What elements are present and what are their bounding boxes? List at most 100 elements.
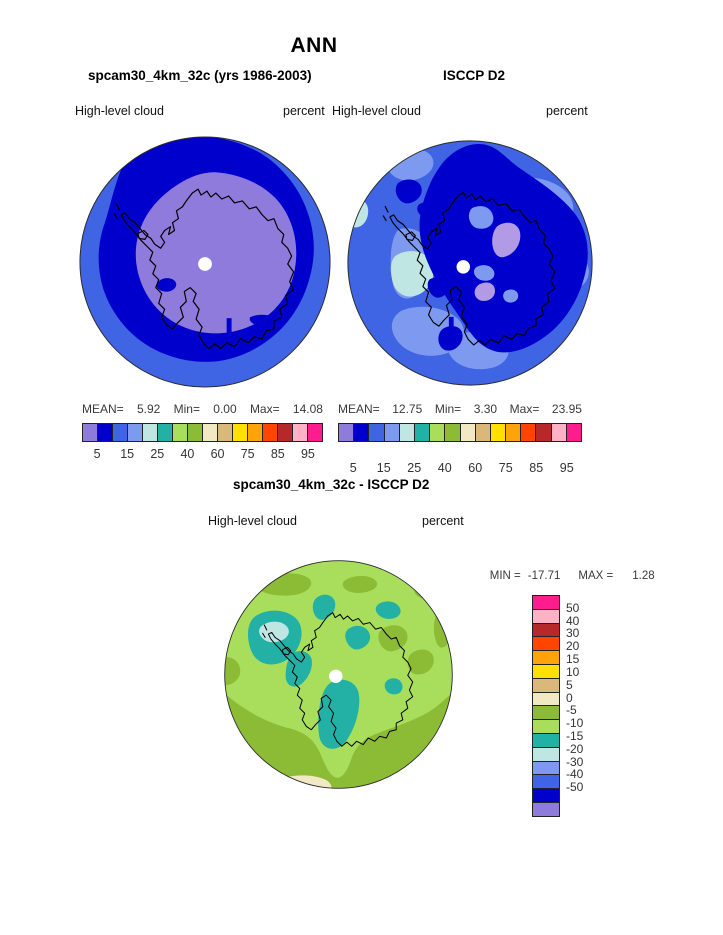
colorbar-cell — [338, 423, 355, 442]
diff-colorbar-ticks: 50 40 30 20 15 10 5 0 -5 -10 -15 -20 -30 -40 -50 — [566, 595, 606, 800]
mean-label: MEAN= — [338, 402, 380, 416]
colorbar-tick-label: 50 — [566, 600, 580, 615]
colorbar-tick-label: 95 — [300, 447, 315, 461]
colorbar-cell — [97, 423, 113, 442]
colorbar-cell — [532, 677, 560, 693]
colorbar-tick-label: 60 — [468, 461, 483, 475]
min-label: MIN = — [489, 570, 521, 582]
colorbar-tick-label: 15 — [120, 447, 135, 461]
colorbar-tick-label: 40 — [180, 447, 195, 461]
colorbar-cell — [353, 423, 370, 442]
mean-label: MEAN= — [82, 402, 124, 416]
colorbar-cell — [532, 732, 560, 748]
colorbar-tick-label: 75 — [240, 447, 255, 461]
model-variable-label: High-level cloud — [75, 104, 164, 118]
colorbar-cell — [532, 595, 560, 610]
colorbar-cell — [532, 622, 560, 638]
colorbar-tick-label: -5 — [566, 703, 577, 718]
colorbar-tick-label: 85 — [529, 461, 544, 475]
colorbar-cell — [532, 636, 560, 652]
colorbar-tick-label: -30 — [566, 754, 584, 769]
colorbar-cell — [565, 423, 582, 442]
obs-variable-label: High-level cloud — [332, 104, 421, 118]
diff-stats: MIN = -17.71 MAX = 1.28 — [477, 558, 662, 594]
colorbar-tick-label: 30 — [566, 626, 580, 641]
diff-colorbar — [532, 595, 560, 817]
max-value: 14.08 — [292, 402, 323, 416]
obs-stats: MEAN= 12.75 Min= 3.30 Max= 23.95 — [338, 402, 582, 416]
max-label: MAX = — [578, 570, 614, 582]
colorbar-cell — [307, 423, 323, 442]
colorbar-tick-label: 20 — [566, 639, 580, 654]
max-value: 23.95 — [551, 402, 582, 416]
colorbar-tick-label: 5 — [93, 447, 101, 461]
colorbar-tick-label: -10 — [566, 716, 584, 731]
colorbar-tick-label: 95 — [559, 461, 574, 475]
colorbar-tick-label: 0 — [566, 690, 573, 705]
figure-title: ANN — [290, 34, 338, 57]
colorbar-cell — [368, 423, 385, 442]
mean-value: 12.75 — [392, 402, 423, 416]
min-value: 3.30 — [473, 402, 498, 416]
colorbar-cell — [532, 650, 560, 665]
obs-map — [347, 140, 593, 386]
obs-units-label: percent — [546, 104, 588, 118]
diff-units-label: percent — [422, 514, 464, 528]
diff-pole-hole — [329, 669, 343, 684]
colorbar-tick-label: -50 — [566, 780, 584, 795]
max-label: Max= — [249, 402, 280, 416]
colorbar-cell — [232, 423, 248, 442]
colorbar-tick-label: -20 — [566, 741, 584, 756]
colorbar-cell — [82, 423, 98, 442]
colorbar-cell — [532, 801, 560, 817]
colorbar-tick-label: 5 — [566, 677, 573, 692]
colorbar-cell — [127, 423, 143, 442]
colorbar-tick-label: 5 — [349, 461, 357, 475]
model-map — [79, 136, 331, 388]
colorbar-cell — [532, 760, 560, 776]
min-value: -17.71 — [527, 570, 561, 582]
colorbar-cell — [277, 423, 293, 442]
mean-value: 5.92 — [136, 402, 161, 416]
colorbar-cell — [172, 423, 188, 442]
colorbar-cell — [157, 423, 173, 442]
colorbar-cell — [292, 423, 308, 442]
colorbar-cell — [532, 788, 560, 803]
colorbar-cell — [429, 423, 446, 442]
colorbar-cell — [489, 423, 507, 442]
min-label: Min= — [434, 402, 462, 416]
diff-panel-title: spcam30_4km_32c - ISCCP D2 — [233, 477, 430, 492]
colorbar-tick-label: 40 — [437, 461, 452, 475]
colorbar-tick-label: 15 — [376, 461, 391, 475]
colorbar-cell — [532, 608, 560, 624]
colorbar-tick-label: 75 — [498, 461, 513, 475]
colorbar-cell — [413, 423, 431, 442]
colorbar-cell — [535, 423, 552, 442]
colorbar-cell — [142, 423, 158, 442]
obs-colorbar — [338, 423, 582, 442]
model-panel-title: spcam30_4km_32c (yrs 1986-2003) — [88, 68, 312, 83]
max-label: Max= — [509, 402, 540, 416]
colorbar-tick-label: -15 — [566, 728, 584, 743]
colorbar-tick-label: 15 — [566, 652, 580, 667]
colorbar-tick-label: -40 — [566, 767, 584, 782]
obs-panel-title: ISCCP D2 — [443, 68, 506, 83]
colorbar-cell — [262, 423, 278, 442]
colorbar-cell — [247, 423, 263, 442]
colorbar-cell — [532, 774, 560, 790]
colorbar-cell — [532, 719, 560, 734]
colorbar-cell — [520, 423, 537, 442]
colorbar-cell — [202, 423, 218, 442]
diff-variable-label: High-level cloud — [208, 514, 297, 528]
colorbar-cell — [532, 663, 560, 679]
colorbar-tick-label: 85 — [270, 447, 285, 461]
colorbar-tick-label: 60 — [210, 447, 225, 461]
colorbar-cell — [217, 423, 233, 442]
model-colorbar — [82, 423, 323, 442]
obs-pole-hole — [456, 260, 470, 274]
colorbar-cell — [474, 423, 491, 442]
colorbar-tick-label: 25 — [407, 461, 422, 475]
colorbar-cell — [187, 423, 203, 442]
max-value: 1.28 — [632, 570, 655, 582]
